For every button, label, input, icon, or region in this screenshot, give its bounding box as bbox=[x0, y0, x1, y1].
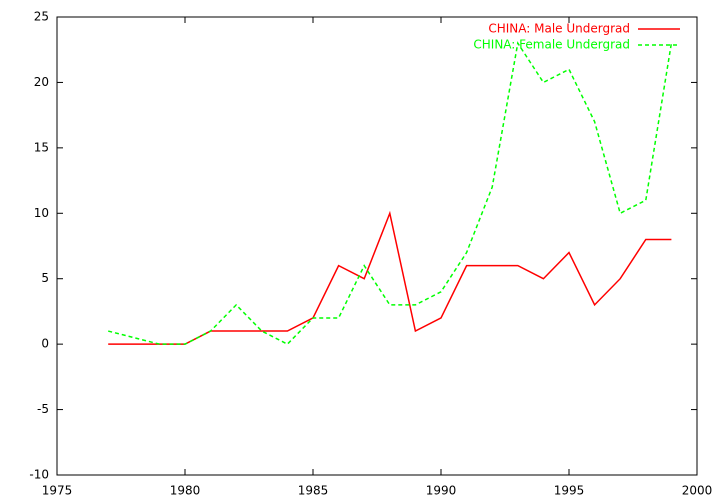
series-line bbox=[108, 41, 673, 346]
legend-label: CHINA: Male Undergrad bbox=[488, 22, 630, 36]
y-tick-label: -5 bbox=[37, 402, 49, 416]
y-tick-label: 15 bbox=[34, 140, 49, 154]
x-tick-label: 1990 bbox=[426, 484, 457, 498]
x-tick-label: 2000 bbox=[682, 484, 713, 498]
x-tick-label: 1980 bbox=[170, 484, 201, 498]
y-tick-label: 20 bbox=[34, 75, 49, 89]
y-tick-label: 10 bbox=[34, 206, 49, 220]
series-line bbox=[108, 210, 672, 345]
plot-frame bbox=[56, 16, 698, 476]
y-tick-label: 5 bbox=[41, 271, 49, 285]
y-tick-label: -10 bbox=[29, 468, 49, 482]
x-tick-label: 1985 bbox=[298, 484, 329, 498]
y-tick-label: 25 bbox=[34, 10, 49, 24]
y-tick-label: 0 bbox=[41, 337, 49, 351]
legend-label: CHINA: Female Undergrad bbox=[473, 38, 630, 52]
x-tick-label: 1975 bbox=[42, 484, 73, 498]
x-tick-label: 1995 bbox=[554, 484, 585, 498]
